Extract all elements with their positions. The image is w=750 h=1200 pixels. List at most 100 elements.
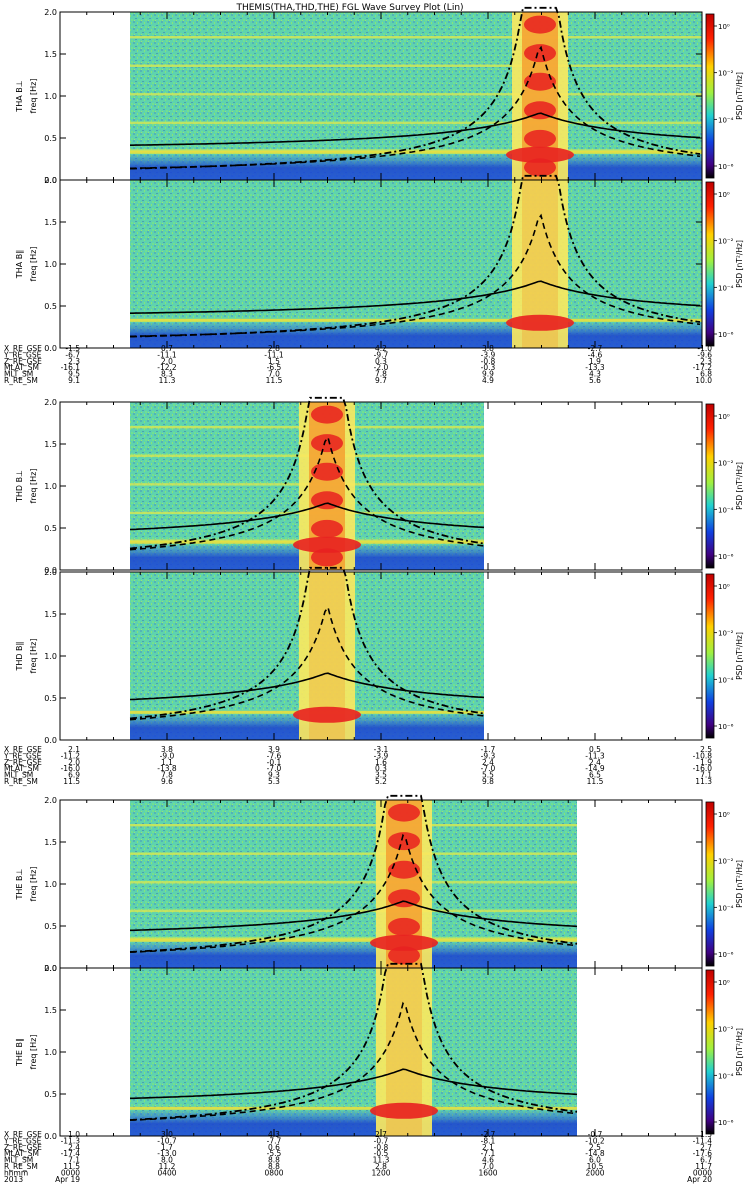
ephemeris-value: -11.3: [61, 1136, 81, 1145]
colorbar-tick-label: 10⁻⁶: [718, 1119, 734, 1127]
ephemeris-value: 0.3: [375, 357, 387, 366]
ephemeris-value: 11.5: [266, 376, 283, 385]
ephemeris-value: -2.7: [481, 1130, 496, 1139]
ephemeris-value: 6.9: [68, 771, 80, 780]
ephemeris-value: 2.4: [589, 758, 601, 767]
ephemeris-value: 11.5: [63, 1162, 80, 1171]
ephemeris-value: 2000: [585, 1168, 604, 1177]
ephemeris-value: -17.6: [693, 1149, 713, 1158]
gyro-curve-solid: [130, 1068, 578, 1100]
ephemeris-value: 6.7: [700, 1156, 712, 1165]
ephemeris-value: 2.0: [161, 357, 173, 366]
perigee-harmonic: [524, 101, 556, 120]
colorbar-tick-label: 10⁻²: [718, 70, 734, 78]
y-tick-label: 2.0: [44, 8, 57, 17]
harmonic-line: [130, 909, 577, 913]
y-tick-label: 1.5: [44, 218, 57, 227]
ephemeris-value: 6.8: [700, 370, 712, 379]
ephemeris-value: 8.0: [161, 1156, 173, 1165]
y-tick-label: 1.5: [44, 1006, 57, 1015]
ephemeris-value: Apr 19: [55, 1175, 80, 1184]
ephemeris-value: 1.9: [589, 357, 601, 366]
ephemeris-value: 7.1: [68, 1156, 80, 1165]
ephemeris-label: X_RE_GSE: [4, 344, 42, 353]
ephemeris-value: -17.4: [61, 1149, 81, 1158]
colorbar-tick-label: 10⁻⁴: [718, 904, 734, 912]
ephemeris-value: 0400: [157, 1168, 176, 1177]
perigee-low-band: [370, 1102, 438, 1119]
perigee-harmonic: [311, 519, 343, 538]
panel-label: THE B∥: [15, 1038, 24, 1067]
ephemeris-value: -13.8: [157, 764, 177, 773]
ephemeris-table-0: X_RE_GSEY_RE_GSEZ_RE_GSEMLAT_SMMLT_SMR_R…: [3, 344, 712, 385]
y-tick-label: 1.0: [44, 260, 57, 269]
ephemeris-value: -16.0: [693, 764, 713, 773]
ephemeris-value: 11.3: [695, 777, 712, 786]
ephemeris-value: 2.5: [589, 1143, 601, 1152]
ephemeris-value: 11.5: [587, 777, 604, 786]
ephemeris-value: 10.5: [587, 1162, 604, 1171]
y-tick-label: 1.5: [44, 440, 57, 449]
colorbar-tick-label: 10⁰: [718, 583, 730, 591]
ephemeris-value: 1.7: [161, 1143, 173, 1152]
low-frequency-line: [130, 938, 577, 942]
ephemeris-value: 0800: [264, 1168, 283, 1177]
axis-label: freq [Hz]: [29, 247, 38, 282]
colorbar-tick-label: 10⁻⁴: [718, 284, 734, 292]
colorbar: [705, 181, 715, 347]
panel-label: THA B⊥: [15, 80, 24, 112]
ephemeris-label: Z_RE_GSE: [4, 758, 42, 767]
ephemeris-value: 4.3: [589, 370, 601, 379]
ephemeris-value: 8.8: [268, 1156, 280, 1165]
ephemeris-value: -0.3: [481, 363, 496, 372]
ephemeris-value: -0.8: [374, 1143, 389, 1152]
colorbar-tick-label: 10⁻⁶: [718, 723, 734, 731]
ephemeris-value: -7.1: [481, 1149, 496, 1158]
y-tick-label: 1.0: [44, 482, 57, 491]
y-tick-label: 0.5: [44, 922, 57, 931]
ephemeris-value: -3.9: [374, 751, 389, 760]
ephemeris-value: -14.9: [585, 764, 605, 773]
panel-tha-1: 2.0 1.5 1.0 0.5 0.0 THA B∥ freq [Hz] 10⁰ 10⁻² 10⁻…: [15, 174, 744, 353]
ephemeris-value: 2.4: [482, 758, 494, 767]
panel-the-5: 2.0 1.5 1.0 0.5 0.0 THE B∥ freq [Hz] 10⁰ 10⁻² 10⁻…: [15, 962, 744, 1141]
ephemeris-value: -3.1: [374, 745, 389, 754]
ephemeris-value: -9.0: [160, 751, 175, 760]
ephemeris-value: Apr 20: [687, 1175, 712, 1184]
ephemeris-value: -1.7: [481, 745, 496, 754]
ephemeris-value: 5.6: [589, 376, 601, 385]
perigee-harmonic: [311, 434, 343, 453]
colorbar-tick-label: 10⁰: [718, 413, 730, 421]
ephemeris-value: -2.0: [374, 363, 389, 372]
ephemeris-value: 2.3: [700, 357, 712, 366]
colorbar: [705, 801, 715, 967]
ephemeris-value: 0000: [693, 1168, 712, 1177]
perigee-harmonic: [524, 15, 556, 34]
y-tick-label: 0.0: [44, 344, 57, 353]
y-tick-label: 1.5: [44, 50, 57, 59]
ephemeris-label: Z_RE_GSE: [4, 357, 42, 366]
colorbar: [705, 13, 715, 179]
ephemeris-value: 1.1: [161, 758, 173, 767]
ephemeris-value: 5.3: [268, 777, 280, 786]
colorbar-tick-label: 10⁻²: [718, 238, 734, 246]
y-tick-label: 1.0: [44, 92, 57, 101]
colorbar-tick-label: 10⁻⁴: [718, 676, 734, 684]
ephemeris-value: 5.2: [375, 777, 387, 786]
ephemeris-value: 1.5: [268, 357, 280, 366]
ephemeris-value: 2.1: [482, 1143, 494, 1152]
gyro-curve-solid: [129, 672, 485, 701]
ephemeris-value: -0.1: [267, 758, 282, 767]
colorbar-tick-label: 10⁻⁴: [718, 116, 734, 124]
ephemeris-value: -0.7: [588, 1130, 603, 1139]
ephemeris-label: Y_RE_GSE: [3, 1136, 42, 1145]
ephemeris-value: 0.7: [161, 344, 173, 353]
ephemeris-value: 9.1: [68, 376, 80, 385]
y-tick-label: 1.5: [44, 838, 57, 847]
panel-label: THD B∥: [15, 641, 24, 671]
ephemeris-value: -0.5: [374, 1149, 389, 1158]
ephemeris-value: 0000: [61, 1168, 80, 1177]
panel-the-4: 2.0 1.5 1.0 0.5 0.0 THE B⊥ freq [Hz] 10⁰ 10⁻² 10⁻…: [15, 794, 744, 973]
ephemeris-value: 2.0: [68, 758, 80, 767]
perigee-harmonic: [388, 917, 420, 936]
